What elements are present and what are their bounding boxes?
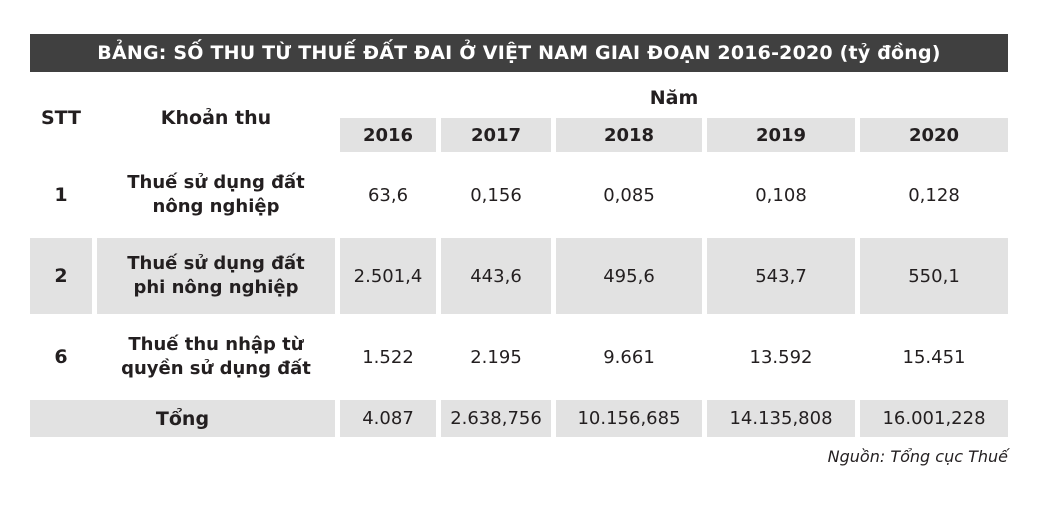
total-label-cell: Tổng [30, 400, 335, 437]
value-cell: 13.592 [707, 319, 855, 395]
value-cell: 1.522 [340, 319, 436, 395]
value-cell: 0,085 [556, 157, 702, 233]
value-cell: 2.195 [441, 319, 551, 395]
value-cell: 495,6 [556, 238, 702, 314]
total-row: Tổng 4.087 2.638,756 10.156,685 14.135,8… [30, 400, 1009, 437]
label-cell: Thuế thu nhập từ quyền sử dụng đất [97, 319, 335, 395]
header-year-2017: 2017 [441, 118, 551, 152]
stt-cell: 6 [30, 319, 92, 395]
value-cell: 543,7 [707, 238, 855, 314]
value-cell: 0,108 [707, 157, 855, 233]
value-cell: 63,6 [340, 157, 436, 233]
header-year-2016: 2016 [340, 118, 436, 152]
value-cell: 15.451 [860, 319, 1009, 395]
label-cell: Thuế sử dụng đất nông nghiệp [97, 157, 335, 233]
total-value-cell: 16.001,228 [860, 400, 1009, 437]
header-row-years: 2016 2017 2018 2019 2020 [30, 118, 1009, 152]
value-cell: 443,6 [441, 238, 551, 314]
header-nam: Năm [340, 83, 1009, 113]
header-year-2018: 2018 [556, 118, 702, 152]
table-row: 1 Thuế sử dụng đất nông nghiệp 63,6 0,15… [30, 157, 1009, 233]
data-table: STT Khoản thu Năm 2016 2017 2018 2019 20… [25, 78, 1013, 442]
table-body: 1 Thuế sử dụng đất nông nghiệp 63,6 0,15… [30, 157, 1009, 437]
table-title: BẢNG: SỐ THU TỪ THUẾ ĐẤT ĐAI Ở VIỆT NAM … [97, 42, 941, 64]
table-header: STT Khoản thu Năm 2016 2017 2018 2019 20… [30, 83, 1009, 152]
header-row-group: STT Khoản thu Năm [30, 83, 1009, 152]
value-cell: 0,156 [441, 157, 551, 233]
source-note: Nguồn: Tổng cục Thuế [827, 447, 1008, 466]
total-value-cell: 10.156,685 [556, 400, 702, 437]
table-row: 6 Thuế thu nhập từ quyền sử dụng đất 1.5… [30, 319, 1009, 395]
table-row: 2 Thuế sử dụng đất phi nông nghiệp 2.501… [30, 238, 1009, 314]
page: BẢNG: SỐ THU TỪ THUẾ ĐẤT ĐAI Ở VIỆT NAM … [25, 34, 1013, 466]
total-value-cell: 2.638,756 [441, 400, 551, 437]
header-stt: STT [30, 83, 92, 152]
header-year-2019: 2019 [707, 118, 855, 152]
table-title-bar: BẢNG: SỐ THU TỪ THUẾ ĐẤT ĐAI Ở VIỆT NAM … [30, 34, 1008, 72]
total-value-cell: 4.087 [340, 400, 436, 437]
value-cell: 2.501,4 [340, 238, 436, 314]
header-year-2020: 2020 [860, 118, 1009, 152]
value-cell: 550,1 [860, 238, 1009, 314]
value-cell: 9.661 [556, 319, 702, 395]
total-value-cell: 14.135,808 [707, 400, 855, 437]
stt-cell: 2 [30, 238, 92, 314]
stt-cell: 1 [30, 157, 92, 233]
value-cell: 0,128 [860, 157, 1009, 233]
header-khoan-thu: Khoản thu [97, 83, 335, 152]
label-cell: Thuế sử dụng đất phi nông nghiệp [97, 238, 335, 314]
